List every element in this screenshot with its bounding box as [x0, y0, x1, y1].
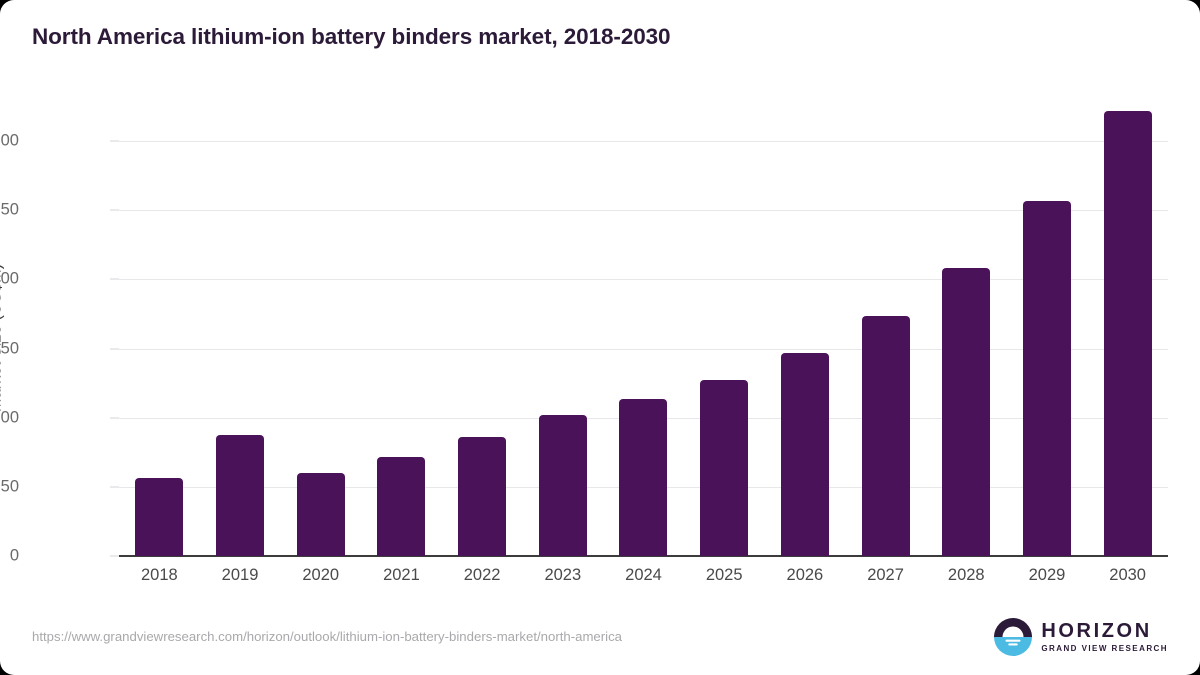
source-url: https://www.grandviewresearch.com/horizo…	[32, 629, 623, 644]
y-axis-tick-mark	[110, 278, 119, 280]
bar-slot	[442, 141, 523, 556]
bar-slot	[926, 141, 1007, 556]
bar[interactable]	[780, 353, 829, 556]
bar[interactable]	[619, 399, 668, 556]
bar[interactable]	[942, 268, 991, 556]
gridline	[119, 210, 1168, 212]
x-axis-tick-label: 2030	[1109, 566, 1146, 584]
horizon-logo: HORIZON GRAND VIEW RESEARCH	[994, 618, 1168, 656]
x-axis-line	[119, 555, 1168, 557]
y-axis-tick-mark	[110, 555, 119, 557]
bar[interactable]	[216, 435, 265, 556]
x-axis-tick-label: 2027	[867, 566, 904, 584]
x-axis-tick-label: 2021	[383, 566, 420, 584]
y-axis-tick-mark	[110, 140, 119, 142]
gridline	[119, 279, 1168, 281]
bar-slot	[280, 141, 361, 556]
x-axis-tick-label: 2026	[786, 566, 824, 584]
bar[interactable]	[1022, 201, 1071, 556]
x-axis-tick-label: 2020	[302, 566, 340, 584]
bar-slot	[119, 141, 200, 556]
x-axis-tick-label: 2028	[947, 566, 985, 584]
bar-slot	[1087, 111, 1168, 556]
y-axis-tick-label: 500	[0, 408, 19, 427]
bar-slot	[684, 141, 765, 556]
y-axis-tick-mark	[110, 486, 119, 488]
page-title: North America lithium-ion battery binder…	[32, 24, 671, 49]
logo-subtitle: GRAND VIEW RESEARCH	[1041, 644, 1168, 653]
bar[interactable]	[296, 473, 345, 556]
y-axis-tick-label: 750	[0, 339, 19, 357]
x-axis-tick-label: 2029	[1028, 566, 1066, 584]
y-axis-tick-label: 1250	[0, 200, 19, 219]
bar[interactable]	[377, 456, 426, 556]
bar[interactable]	[1103, 111, 1152, 556]
x-axis-tick-label: 2025	[705, 566, 743, 584]
bar-slot	[361, 141, 442, 556]
bar[interactable]	[700, 380, 749, 556]
gridline	[119, 348, 1168, 350]
x-axis-tick-label: 2023	[544, 566, 582, 584]
logo-name: HORIZON	[1041, 620, 1152, 642]
plot-area	[119, 111, 1168, 557]
horizon-logo-icon	[994, 618, 1033, 656]
y-axis-tick-label: 1500	[0, 131, 19, 150]
y-axis-tick-label: 1000	[0, 269, 19, 288]
x-axis-tick-label: 2022	[463, 566, 501, 584]
bar-slot	[765, 141, 846, 556]
bar[interactable]	[861, 316, 910, 556]
bar[interactable]	[538, 415, 587, 556]
x-axis-tick-label: 2018	[140, 566, 178, 584]
bar-slot	[603, 141, 684, 556]
bar-slot	[845, 141, 926, 556]
bar-slot	[1007, 141, 1088, 556]
y-axis-tick-label: 0	[9, 546, 19, 565]
x-axis-tick-label: 2024	[625, 566, 662, 584]
bar-series	[119, 111, 1168, 556]
gridline	[119, 141, 1168, 142]
bar[interactable]	[458, 437, 507, 556]
x-axis-tick-label: 2019	[221, 566, 259, 584]
bar[interactable]	[135, 477, 184, 556]
bar-slot	[200, 141, 281, 556]
y-axis-tick-label: 250	[0, 477, 19, 496]
y-axis-tick-mark	[110, 209, 119, 211]
y-axis-tick-mark	[110, 348, 119, 349]
y-axis-tick-mark	[110, 417, 119, 419]
bar-slot	[522, 141, 603, 556]
horizon-logo-text: HORIZON GRAND VIEW RESEARCH	[1041, 621, 1168, 653]
